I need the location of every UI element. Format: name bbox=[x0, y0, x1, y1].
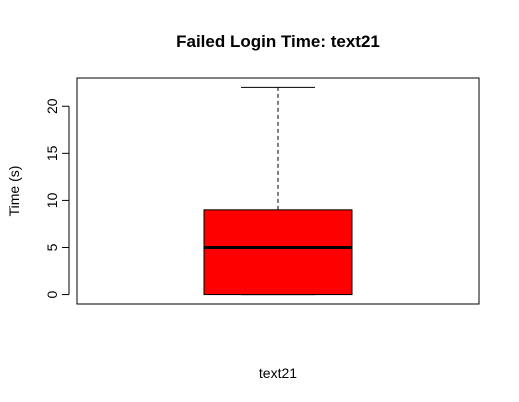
y-tick-label: 15 bbox=[44, 145, 60, 161]
y-tick-label: 10 bbox=[44, 192, 60, 208]
plot-frame bbox=[76, 77, 480, 305]
box-plot bbox=[203, 86, 353, 296]
y-axis: 0 5 10 15 20 bbox=[44, 98, 70, 298]
y-tick-label: 0 bbox=[44, 290, 60, 298]
x-axis-label: text21 bbox=[259, 365, 297, 381]
y-tick-label: 20 bbox=[44, 98, 60, 114]
box-iqr bbox=[203, 209, 353, 296]
chart-title: Failed Login Time: text21 bbox=[176, 32, 380, 51]
y-tick-label: 5 bbox=[44, 243, 60, 251]
y-axis-label: Time (s) bbox=[6, 166, 22, 217]
